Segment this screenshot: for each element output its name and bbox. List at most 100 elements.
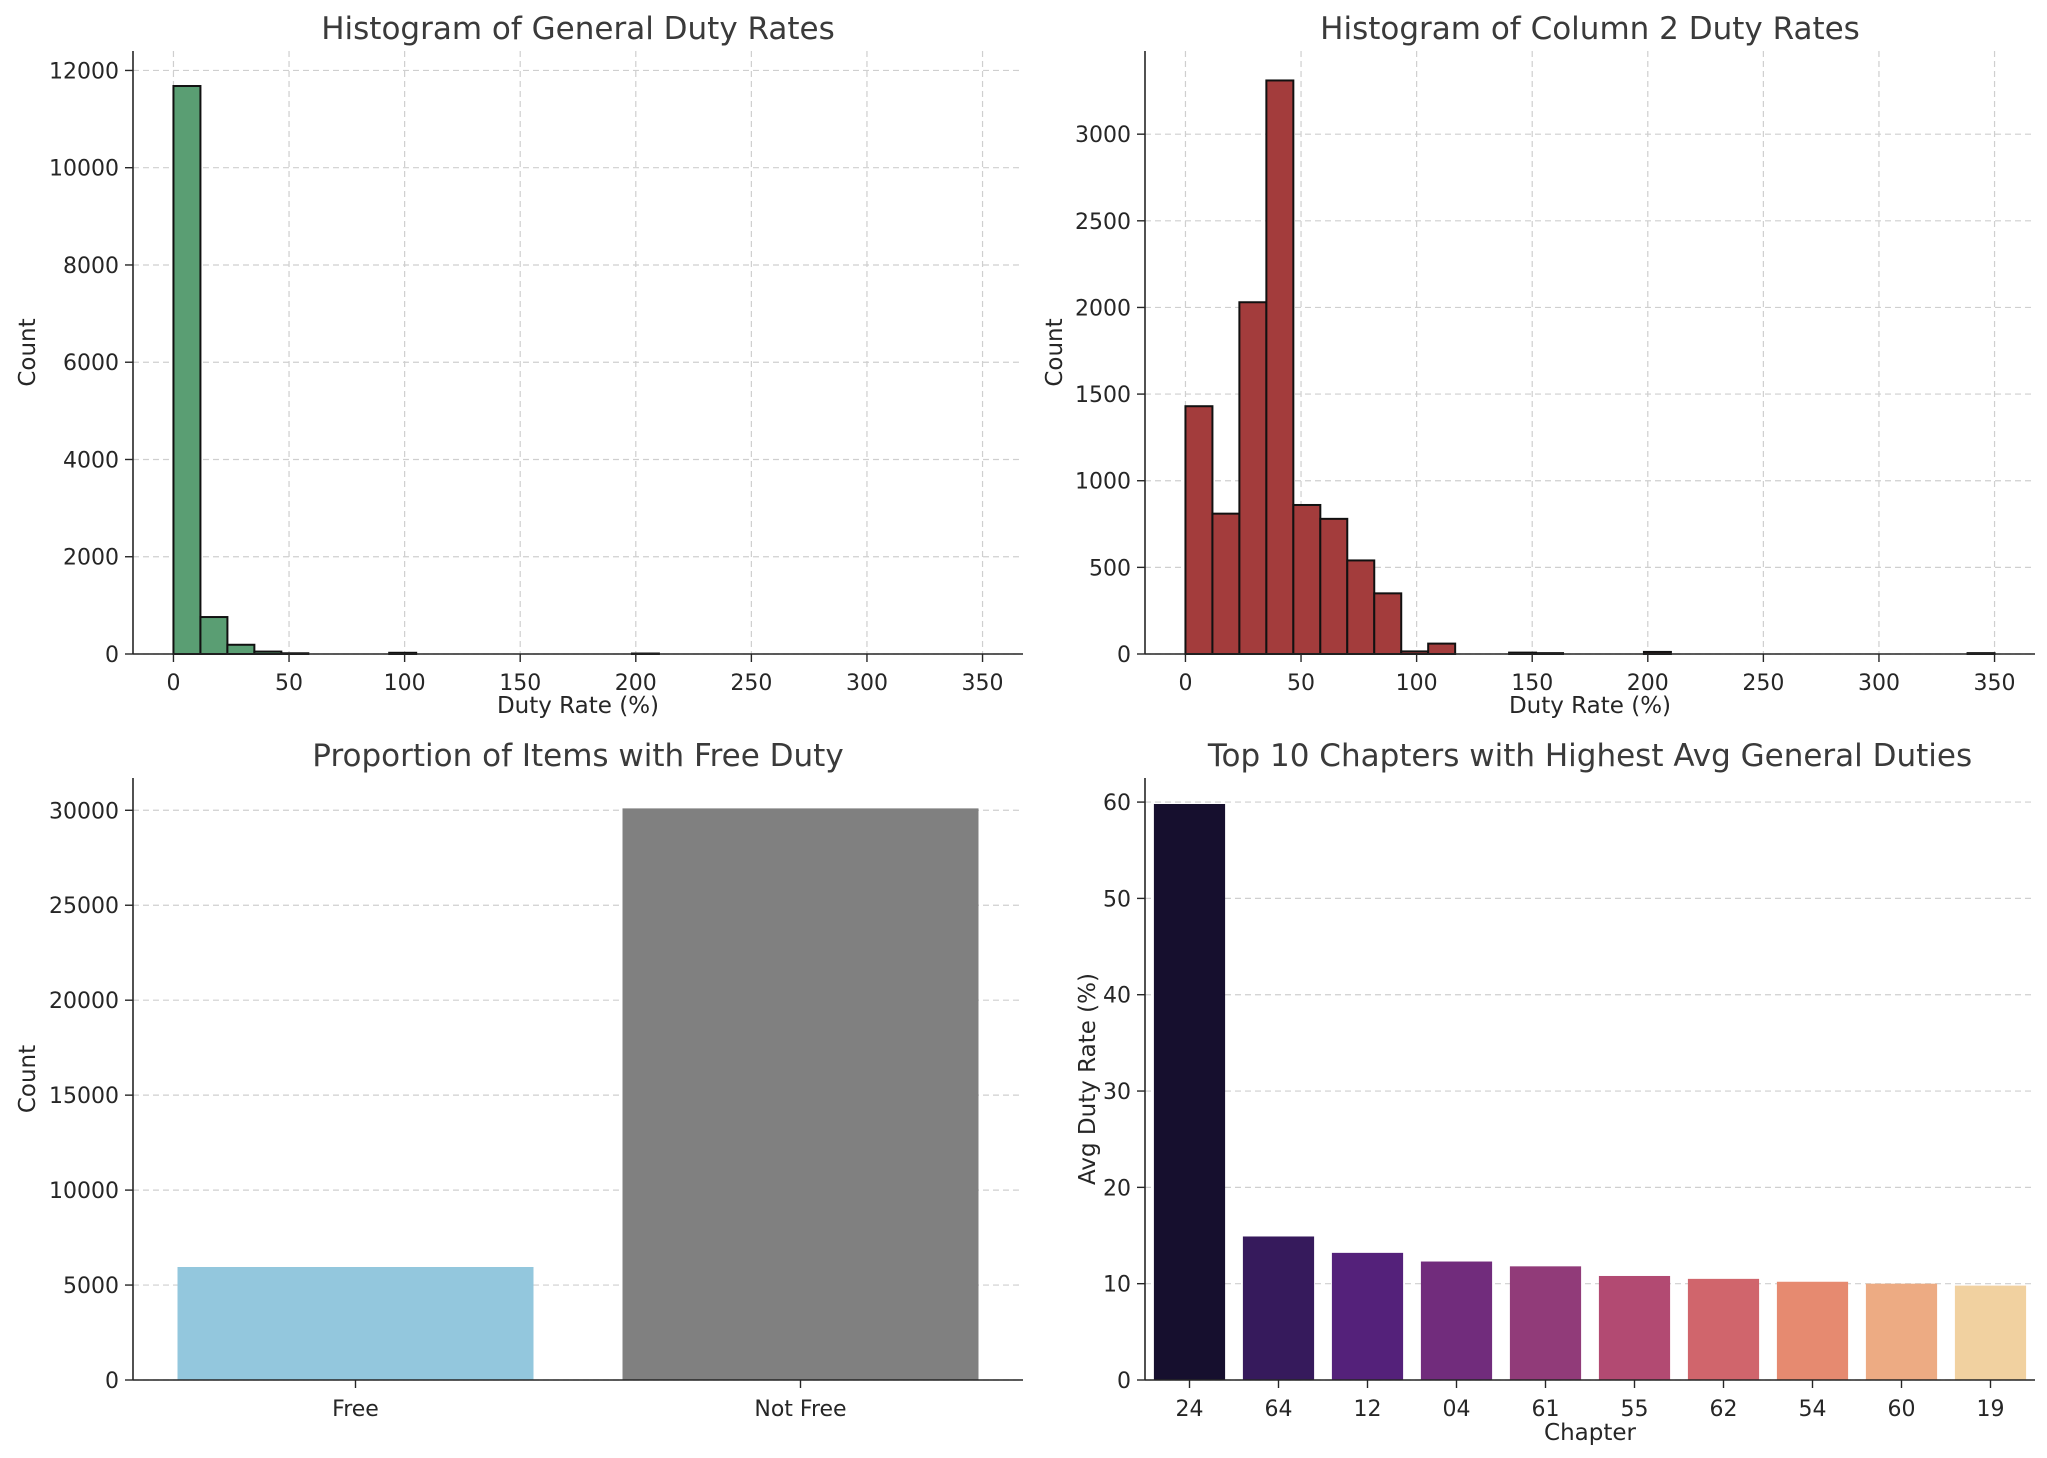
x-tick-label: 200 — [615, 671, 657, 696]
x-tick-label: 100 — [384, 671, 426, 696]
x-tick-label: 24 — [1176, 1397, 1204, 1422]
grid — [133, 51, 1023, 655]
y-tick-label: 50 — [1103, 887, 1131, 912]
x-axis-label: Duty Rate (%) — [1509, 693, 1671, 719]
x-tick-label: 12 — [1354, 1397, 1382, 1422]
chart-panel-1: 0 2000 4000 6000 8000 10000 12000 0 50 100 150 200 2… — [15, 11, 1023, 719]
y-tick-label: 5000 — [63, 1274, 119, 1299]
chart-title: Proportion of Items with Free Duty — [312, 738, 843, 774]
bar-04 — [1420, 1261, 1493, 1380]
chart-panel-3: Free Not Free 0 5000 10000 15000 20000 25000 300… — [15, 738, 1023, 1422]
y-tick-label: 2000 — [63, 546, 119, 571]
y-tick-label: 1000 — [1075, 470, 1131, 495]
x-tick-label: 150 — [1511, 671, 1553, 696]
chart-panel-4: 24 64 12 04 61 55 62 54 60 19 0 10 20 30 40 50 60 Top 10 … — [1075, 738, 2035, 1446]
y-tick-label: 10000 — [49, 157, 119, 182]
histogram-bar — [1211, 512, 1241, 655]
bars — [1184, 79, 1996, 656]
y-tick-label: 3000 — [1075, 123, 1131, 148]
x-tick-label: 0 — [166, 671, 180, 696]
x-tick-label: 50 — [275, 671, 303, 696]
histogram-bar — [199, 616, 229, 655]
histogram-bar — [172, 85, 202, 656]
histogram-bar — [1292, 503, 1322, 655]
x-tick-label: 19 — [1977, 1397, 2005, 1422]
y-tick-label: 0 — [1117, 643, 1131, 668]
y-tick-label: 8000 — [63, 254, 119, 279]
bar-24 — [1153, 804, 1226, 1380]
y-axis-label: Count — [1042, 318, 1068, 386]
y-tick-label: 10000 — [49, 1179, 119, 1204]
x-tick-label: 62 — [1710, 1397, 1738, 1422]
bar-54 — [1776, 1281, 1849, 1380]
bar-60 — [1865, 1283, 1938, 1380]
y-tick-label: 30000 — [49, 799, 119, 824]
y-tick-label: 2500 — [1075, 210, 1131, 235]
y-tick-label: 2000 — [1075, 296, 1131, 321]
histogram-bar — [1427, 642, 1457, 656]
chart-title: Top 10 Chapters with Highest Avg General… — [1207, 738, 1972, 774]
histogram-bar — [1373, 592, 1403, 656]
bar-12 — [1331, 1252, 1404, 1380]
chart-title: Histogram of General Duty Rates — [321, 11, 835, 47]
y-axis-label: Count — [15, 318, 41, 386]
y-tick-label: 30 — [1103, 1080, 1131, 1105]
bar-64 — [1242, 1236, 1315, 1380]
x-tick-label: 55 — [1621, 1397, 1649, 1422]
bar-19 — [1954, 1285, 2027, 1380]
y-tick-label: 4000 — [63, 448, 119, 473]
bar-61 — [1509, 1266, 1582, 1380]
x-tick-label: 54 — [1799, 1397, 1827, 1422]
histogram-bar — [1319, 517, 1349, 656]
bars — [1153, 804, 2027, 1380]
y-tick-label: 40 — [1103, 984, 1131, 1009]
chart-title: Histogram of Column 2 Duty Rates — [1320, 11, 1860, 47]
x-axis-label: Chapter — [1544, 1420, 1636, 1446]
y-tick-label: 60 — [1103, 791, 1131, 816]
histogram-bar — [1238, 301, 1268, 655]
y-tick-label: 0 — [105, 643, 119, 668]
x-tick-label: 300 — [1858, 671, 1900, 696]
x-axis-label: Duty Rate (%) — [497, 693, 659, 719]
bar-Free — [177, 1267, 534, 1380]
x-tick-label: 350 — [962, 671, 1004, 696]
y-tick-label: 0 — [1117, 1369, 1131, 1394]
histogram-bar — [1265, 79, 1295, 655]
bars — [172, 85, 660, 656]
y-tick-label: 25000 — [49, 894, 119, 919]
x-tick-label: 64 — [1265, 1397, 1293, 1422]
y-tick-label: 1500 — [1075, 383, 1131, 408]
x-tick-label: 150 — [499, 671, 541, 696]
y-axis-label: Count — [15, 1045, 41, 1113]
y-tick-label: 10 — [1103, 1273, 1131, 1298]
bar-Not Free — [622, 808, 979, 1380]
histogram-bar — [226, 643, 256, 656]
x-tick-label: 200 — [1627, 671, 1669, 696]
x-tick-label: 61 — [1532, 1397, 1560, 1422]
y-tick-label: 0 — [105, 1369, 119, 1394]
y-tick-label: 12000 — [49, 59, 119, 84]
x-tick-label: 300 — [846, 671, 888, 696]
x-tick-label: 04 — [1443, 1397, 1471, 1422]
histogram-bar — [1346, 559, 1376, 655]
x-tick-label: 250 — [730, 671, 772, 696]
histogram-bar — [1184, 405, 1214, 655]
bars — [177, 808, 979, 1380]
y-tick-label: 500 — [1089, 556, 1131, 581]
y-tick-label: 20 — [1103, 1176, 1131, 1201]
x-tick-label: 100 — [1396, 671, 1438, 696]
y-tick-label: 15000 — [49, 1084, 119, 1109]
x-tick-label: 60 — [1888, 1397, 1916, 1422]
y-axis-label: Avg Duty Rate (%) — [1075, 973, 1101, 1185]
grid — [1145, 51, 2035, 655]
bar-62 — [1687, 1278, 1760, 1380]
x-tick-label: Not Free — [754, 1397, 846, 1422]
x-tick-label: 0 — [1178, 671, 1192, 696]
x-tick-label: 350 — [1974, 671, 2016, 696]
chart-panel-2: 0 500 1000 1500 2000 2500 3000 0 50 100 150 200 250 3… — [1042, 11, 2035, 719]
bar-55 — [1598, 1275, 1671, 1380]
x-tick-label: Free — [332, 1397, 379, 1422]
x-tick-label: 250 — [1742, 671, 1784, 696]
y-tick-label: 6000 — [63, 351, 119, 376]
